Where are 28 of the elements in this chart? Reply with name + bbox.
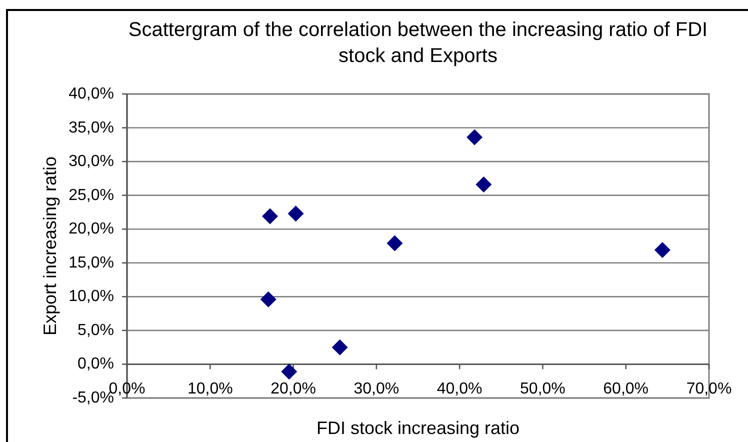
y-tick-label: 15,0% [68,254,114,272]
x-tick-label: 30,0% [354,380,400,398]
y-tick-label: 0,0% [78,356,114,373]
point [288,206,304,222]
point [466,129,483,146]
point [476,176,492,193]
y-tick-label: 5,0% [78,322,114,339]
x-tick-label: 40,0% [436,380,482,398]
point [332,339,348,356]
y-tick-label: 30,0% [68,153,114,170]
point [281,364,298,380]
chart-title: Scattergram of the correlation between the increasing ratio of FDI stock and Exports [128,19,708,67]
point [262,208,278,224]
x-tick-label: 10,0% [187,380,233,398]
x-tick-label: 70,0% [686,380,732,398]
x-tick-label: 50,0% [520,380,566,398]
x-tick-label: 60,0% [603,380,649,398]
x-axis-title: FDI stock increasing ratio [316,418,520,438]
point [654,242,670,258]
point [386,235,403,252]
y-tick-label: 10,0% [68,288,114,306]
point [260,291,276,308]
y-tick-label: 35,0% [68,119,114,136]
y-tick-label: 25,0% [68,186,114,204]
y-tick-label: 40,0% [68,86,114,102]
y-tick-label: 20,0% [68,220,114,238]
x-tick-label: 20,0% [270,380,316,398]
y-axis-title: Export increasing ratio [40,156,60,336]
